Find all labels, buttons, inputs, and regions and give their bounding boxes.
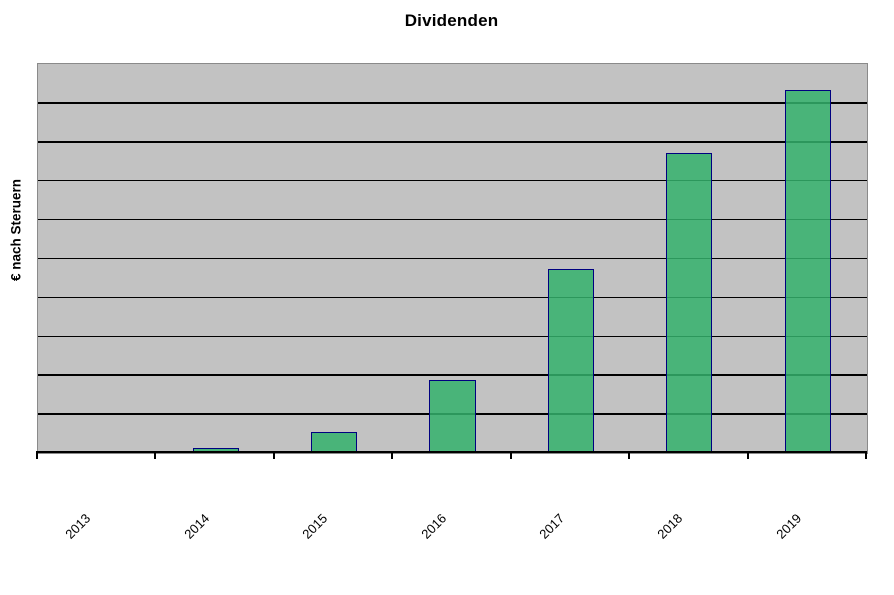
x-tick-mark — [509, 452, 512, 459]
x-tick-mark — [746, 452, 749, 459]
x-tick-label-2017: 2017 — [536, 510, 568, 542]
chart-title: Dividenden — [404, 11, 499, 30]
y-axis-label: € nach Steruern — [8, 178, 24, 282]
x-tick-mark — [272, 452, 275, 459]
x-tick-label-2014: 2014 — [180, 510, 212, 542]
bar-2015 — [310, 432, 358, 453]
bar-2017 — [547, 268, 594, 453]
x-tick-label-2013: 2013 — [62, 510, 94, 542]
gridline — [38, 102, 867, 104]
x-tick-mark — [391, 452, 394, 459]
plot-area — [37, 63, 868, 454]
gridline — [38, 257, 867, 260]
x-tick-label-2019: 2019 — [773, 510, 805, 542]
gridline — [38, 179, 867, 182]
bar-2016 — [429, 380, 476, 453]
gridline — [38, 296, 867, 299]
bar-2019 — [784, 90, 831, 453]
bar-2018 — [666, 153, 713, 453]
x-tick-label-2018: 2018 — [654, 510, 686, 542]
x-tick-label-2015: 2015 — [299, 510, 331, 542]
x-tick-mark — [154, 452, 157, 459]
gridline — [38, 218, 867, 221]
gridline — [38, 335, 867, 338]
gridline — [38, 374, 867, 376]
x-tick-mark — [36, 452, 38, 459]
x-tick-mark — [865, 452, 867, 459]
x-axis-line — [36, 450, 867, 453]
gridline — [38, 141, 867, 143]
x-tick-mark — [628, 452, 631, 459]
x-tick-label-2016: 2016 — [417, 510, 449, 542]
